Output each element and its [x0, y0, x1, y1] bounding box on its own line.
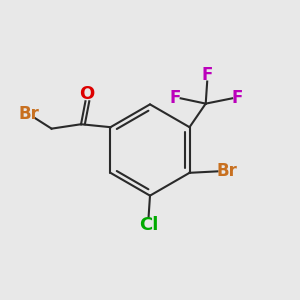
Text: F: F: [170, 89, 181, 107]
Text: Br: Br: [217, 162, 237, 180]
Text: F: F: [202, 66, 213, 84]
Text: Br: Br: [19, 105, 39, 123]
Text: F: F: [232, 89, 243, 107]
Text: O: O: [79, 85, 94, 103]
Text: Cl: Cl: [139, 216, 158, 234]
